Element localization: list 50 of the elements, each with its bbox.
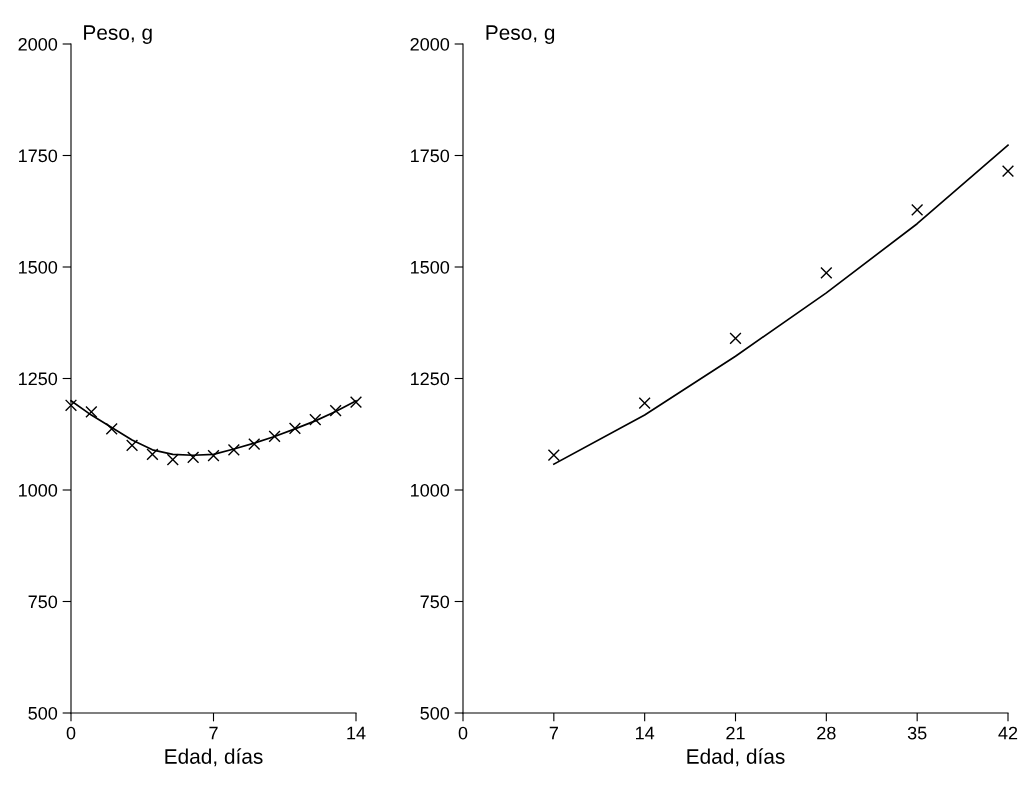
point <box>207 449 220 462</box>
point <box>268 430 281 443</box>
x-axis-title: Edad, días <box>165 748 263 767</box>
y-axis-title: Peso, g <box>486 25 555 44</box>
x-axis-title: Edad, días <box>687 748 785 767</box>
point <box>105 422 118 435</box>
y-tick-label: 1750 <box>411 149 450 163</box>
y-tick-label: 1250 <box>19 372 58 386</box>
x-tick-label: 14 <box>636 726 655 740</box>
y-tick-label: 1500 <box>19 260 58 274</box>
point <box>125 439 139 452</box>
y-tick-label: 1750 <box>19 149 58 163</box>
x-tick-label: 0 <box>66 726 76 740</box>
x-tick-label: 28 <box>817 726 836 740</box>
line-series <box>552 144 1009 465</box>
y-tick-label: 1250 <box>411 372 450 386</box>
y-tick-label: 500 <box>28 706 58 720</box>
point <box>146 448 159 461</box>
x-tick-label: 7 <box>209 726 218 740</box>
x-tick-label: 21 <box>726 726 745 740</box>
point <box>329 404 342 417</box>
y-tick-label: 750 <box>28 595 58 609</box>
point <box>187 451 200 464</box>
point <box>729 332 742 345</box>
point <box>288 422 302 435</box>
y-tick-label: 750 <box>420 595 450 609</box>
point <box>309 413 322 426</box>
point <box>547 449 560 462</box>
point <box>638 396 651 410</box>
y-tick-label: 1000 <box>411 483 450 497</box>
x-tick-label: 7 <box>549 726 558 740</box>
point <box>248 437 261 451</box>
y-tick-label: 2000 <box>410 37 450 51</box>
y-tick-label: 1000 <box>19 483 58 497</box>
point <box>64 399 78 412</box>
y-tick-label: 500 <box>420 706 450 720</box>
point <box>820 266 833 279</box>
point <box>85 405 98 419</box>
x-tick-label: 35 <box>907 726 927 740</box>
point <box>349 396 363 409</box>
y-axis-title: Peso, g <box>84 25 152 44</box>
x-tick-label: 42 <box>998 726 1018 740</box>
point <box>911 203 924 216</box>
x-tick-label: 0 <box>458 726 468 740</box>
point <box>227 443 240 456</box>
y-tick-label: 2000 <box>18 37 58 51</box>
y-tick-label: 1500 <box>411 260 450 274</box>
x-tick-label: 14 <box>347 726 366 740</box>
point <box>1001 165 1015 178</box>
point <box>166 453 179 466</box>
